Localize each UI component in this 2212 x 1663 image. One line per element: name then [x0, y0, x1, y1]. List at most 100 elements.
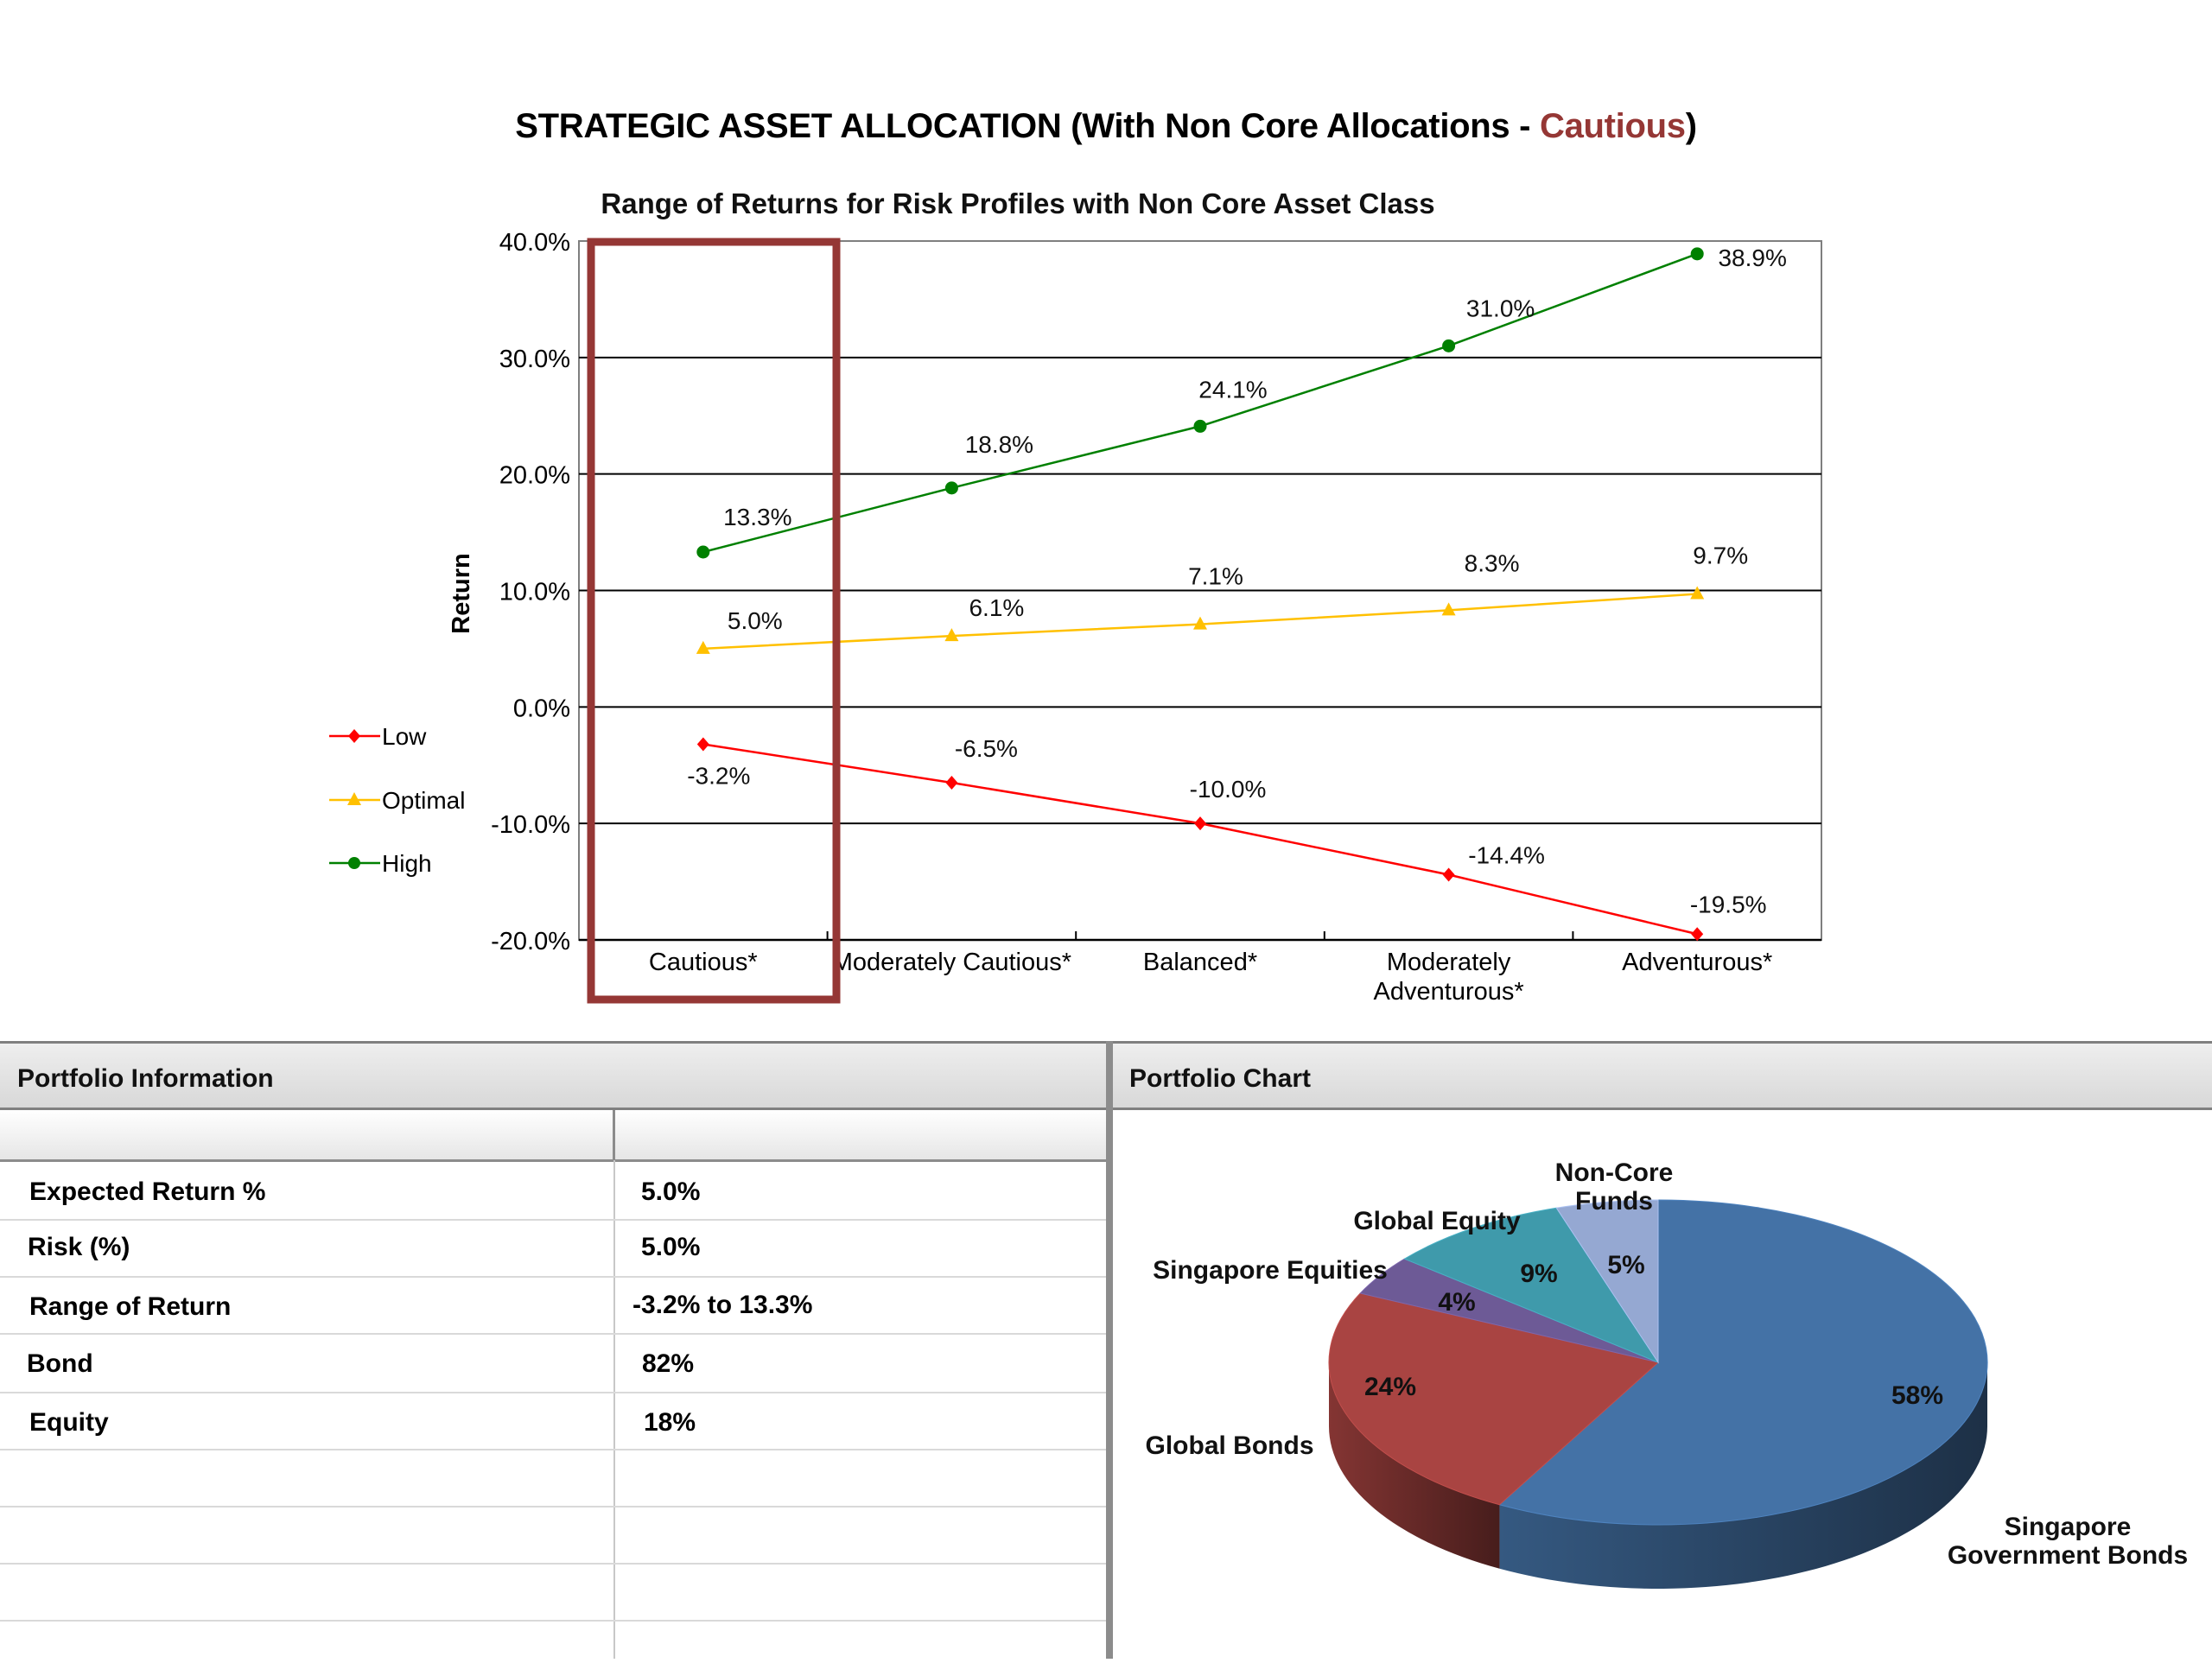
x-tick-label: Moderately Cautious*: [832, 949, 1071, 976]
row-value-bond: 82%: [642, 1349, 695, 1378]
data-label: 38.9%: [1718, 244, 1786, 271]
table-row: Bond 82%: [0, 1335, 1106, 1393]
pie-label-non-core-line1: Non-Core: [1554, 1158, 1674, 1187]
y-axis-label: Return: [448, 553, 475, 633]
portfolio-pie-area: 58% 24% 4% 9% 5% Non-Core Funds Global Equit…: [1113, 1110, 2212, 1659]
legend-item-low: Low: [329, 723, 427, 750]
table-row: Equity 18%: [0, 1393, 1106, 1450]
pie-label-singapore-equities: Singapore Equities: [1153, 1256, 1388, 1285]
series-high: 13.3% 18.8% 24.1% 31.0% 38.9%: [696, 244, 1787, 559]
row-label-bond: Bond: [27, 1349, 93, 1378]
returns-line-chart: Range of Returns for Risk Profiles with …: [329, 187, 1822, 1006]
legend-label: High: [382, 850, 432, 877]
legend-label: Optimal: [382, 787, 465, 814]
table-column-header-row: [0, 1110, 1106, 1162]
data-label: 18.8%: [965, 431, 1033, 458]
portfolio-chart-header: Portfolio Chart: [1112, 1041, 2212, 1110]
pie-slice-non-core-funds: [1555, 1199, 1659, 1364]
y-tick-label: 30.0%: [499, 346, 570, 373]
data-point: [1690, 247, 1704, 261]
row-value-risk: 5.0%: [641, 1233, 701, 1261]
pie-label-non-core-line2: Funds: [1575, 1187, 1653, 1216]
line-chart-title: Range of Returns for Risk Profiles with …: [601, 187, 1434, 219]
table-row: [0, 1450, 1106, 1507]
pie-value-singapore-equities: 4%: [1438, 1288, 1475, 1317]
x-tick-label: Cautious*: [649, 949, 758, 976]
y-tick-label: 40.0%: [499, 229, 570, 257]
data-label: -10.0%: [1190, 776, 1267, 803]
data-point: [945, 775, 958, 790]
data-label: -14.4%: [1468, 841, 1545, 868]
series-line-low: [702, 743, 1698, 936]
legend-label: Low: [382, 723, 427, 750]
data-point: [944, 628, 959, 642]
pie-label-sgb-line1: Singapore: [2004, 1513, 2132, 1541]
series-low: -3.2% -6.5% -10.0% -14.4% -19.5%: [687, 735, 1767, 942]
table-row: Risk (%) 5.0%: [0, 1221, 1106, 1278]
x-tick-label: Moderately Adventurous*: [1374, 949, 1524, 1006]
cautious-highlight-box: [587, 238, 841, 1004]
table-row: Expected Return % 5.0%: [0, 1162, 1106, 1221]
portfolio-information-table: Expected Return % 5.0% Risk (%) 5.0% Ran…: [0, 1110, 1106, 1659]
data-point: [1442, 339, 1456, 352]
pie-value-singapore-government-bonds: 58%: [1891, 1381, 1943, 1410]
table-row: Range of Return -3.2% to 13.3%: [0, 1278, 1106, 1335]
table-row: [0, 1565, 1106, 1622]
data-point: [696, 545, 710, 559]
table-column-separator: [613, 1110, 615, 1659]
y-tick-label: 20.0%: [499, 462, 570, 490]
row-label-range-of-return: Range of Return: [29, 1292, 232, 1321]
data-point: [944, 481, 958, 495]
data-point: [1691, 927, 1704, 942]
series-line-high: [702, 252, 1698, 554]
data-point: [1442, 867, 1455, 882]
y-tick-label: -20.0%: [491, 928, 570, 955]
x-tick-label: Balanced*: [1143, 949, 1257, 976]
data-label: -6.5%: [955, 735, 1018, 762]
pie-value-global-bonds: 24%: [1364, 1373, 1416, 1401]
data-label: 7.1%: [1188, 563, 1243, 590]
data-label: 9.7%: [1693, 543, 1748, 569]
pie-slice-singapore-government-bonds: [1498, 1199, 1988, 1526]
x-tick-label: Adventurous*: [1622, 949, 1772, 976]
pie-side-global-bonds: [1329, 1362, 1500, 1569]
row-label-risk: Risk (%): [28, 1233, 130, 1261]
pie-slice-global-equity: [1403, 1207, 1660, 1364]
legend-item-high: High: [329, 850, 432, 877]
data-point: [1690, 586, 1705, 600]
portfolio-information-header: Portfolio Information: [0, 1041, 1108, 1110]
row-label-equity: Equity: [29, 1408, 109, 1437]
data-point: [1193, 419, 1207, 433]
portfolio-information-title: Portfolio Information: [17, 1064, 274, 1093]
pie-label-global-equity: Global Equity: [1353, 1207, 1521, 1235]
data-point: [1194, 816, 1206, 831]
pie-value-non-core-funds: 5%: [1607, 1251, 1644, 1279]
page-title-prefix: STRATEGIC ASSET ALLOCATION (With Non Cor…: [515, 107, 1540, 145]
data-label: 24.1%: [1198, 376, 1267, 403]
data-label: 6.1%: [969, 594, 1024, 621]
data-label: 13.3%: [723, 504, 791, 530]
pie-value-global-equity: 9%: [1520, 1260, 1557, 1288]
data-label: -19.5%: [1690, 891, 1767, 917]
pie-side-singapore-government-bonds: [1499, 1362, 1987, 1589]
data-point: [1193, 616, 1207, 630]
row-label-expected-return: Expected Return %: [29, 1177, 266, 1206]
data-point: [696, 640, 710, 654]
table-row: [0, 1507, 1106, 1565]
page-title-suffix: ): [1685, 107, 1697, 145]
panel-divider: [1106, 1041, 1113, 1659]
pie-label-non-core-funds: Non-Core Funds: [1528, 1158, 1700, 1216]
pie-label-singapore-government-bonds: Singapore Government Bonds: [1934, 1513, 2202, 1570]
pie-slice-global-bonds: [1328, 1292, 1660, 1506]
row-value-range-of-return: -3.2% to 13.3%: [632, 1291, 813, 1319]
legend-item-optimal: Optimal: [329, 787, 465, 814]
page-title: STRATEGIC ASSET ALLOCATION (With Non Cor…: [0, 107, 2212, 146]
table-column-header-separator: [613, 1110, 615, 1160]
data-label: 31.0%: [1466, 295, 1535, 321]
row-value-equity: 18%: [644, 1408, 696, 1437]
y-tick-label: 10.0%: [499, 579, 570, 606]
y-tick-label: -10.0%: [491, 811, 570, 839]
data-label: 5.0%: [728, 607, 783, 634]
portfolio-pie-chart: 58% 24% 4% 9% 5%: [1328, 1199, 1988, 1589]
page-title-highlight: Cautious: [1540, 107, 1686, 145]
